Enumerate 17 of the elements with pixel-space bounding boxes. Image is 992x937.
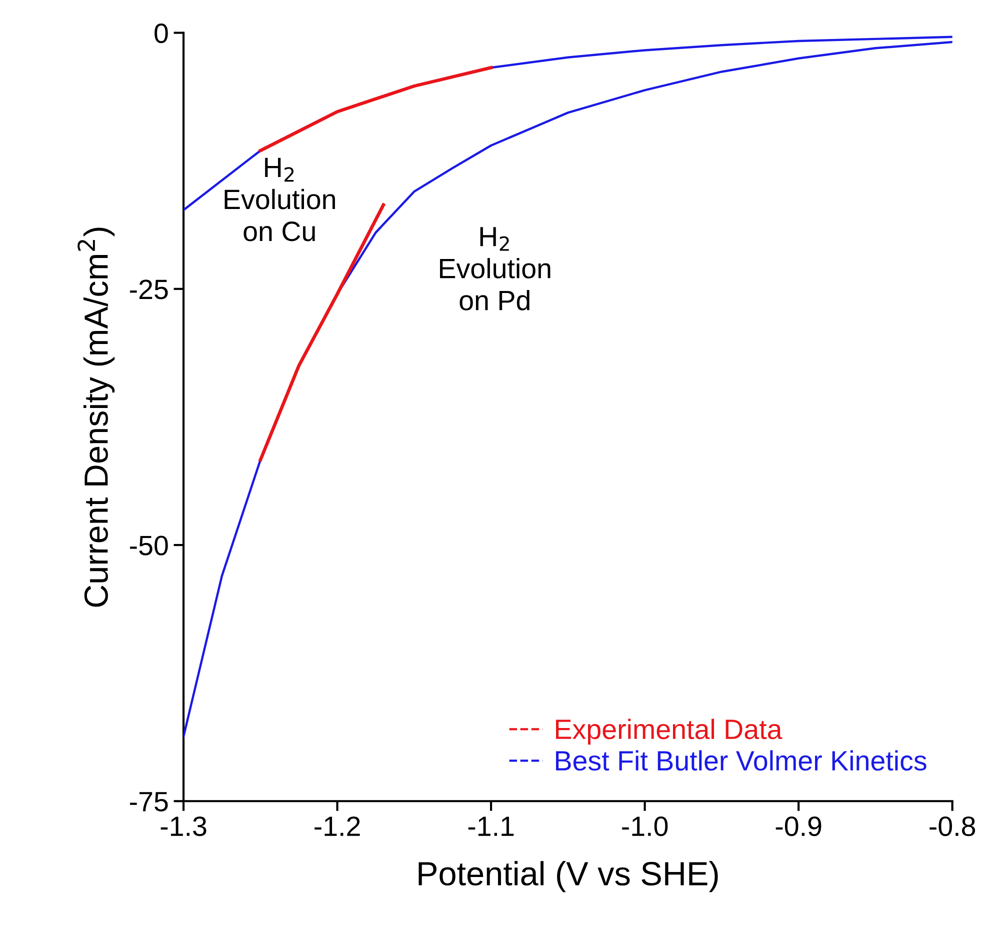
y-axis-title: Current Density (mA/cm$^{2}$) xyxy=(78,228,115,607)
x-tick-label: -1.0 xyxy=(622,816,668,836)
x-tick-label: -0.8 xyxy=(930,816,976,836)
line-series xyxy=(258,66,493,152)
legend-label: Experimental Data xyxy=(556,718,782,745)
y-tick-label: 0 xyxy=(154,23,168,44)
x-tick-label: -1.3 xyxy=(160,816,206,836)
x-tick-label: -0.9 xyxy=(776,816,822,836)
y-tick-label: -25 xyxy=(130,280,168,300)
y-tick-label: -50 xyxy=(130,536,168,556)
x-tick-label: -1.2 xyxy=(314,816,360,836)
legend-label: Best Fit Butler Volmer Kinetics xyxy=(556,750,926,771)
annotation: H$_{2}$ Evolution on Pd xyxy=(440,227,550,310)
y-tick-label: -75 xyxy=(130,792,168,812)
annotation: H$_{2}$ Evolution on Cu xyxy=(224,158,335,242)
x-axis-title: Potential (V vs SHE) xyxy=(418,861,718,892)
x-tick-label: -1.1 xyxy=(468,816,514,836)
